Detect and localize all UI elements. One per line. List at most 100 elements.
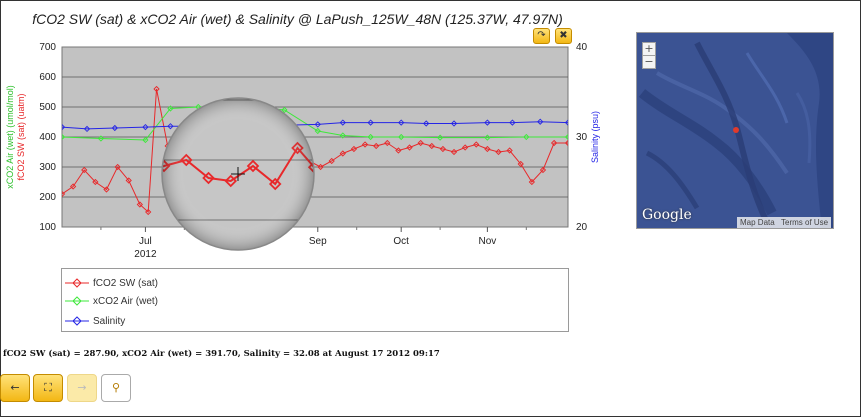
series-fco2-point[interactable]	[361, 141, 369, 148]
series-fco2-point[interactable]	[564, 139, 571, 147]
series-salinity-magnified-point[interactable]	[837, 64, 847, 74]
series-salinity-point[interactable]	[484, 119, 491, 126]
series-xco2-point[interactable]	[167, 105, 174, 112]
series-fco2-point[interactable]	[439, 145, 447, 153]
google-logo: Google	[642, 207, 692, 223]
series-xco2-point[interactable]	[60, 133, 66, 141]
series-xco2-point[interactable]	[339, 132, 346, 139]
series-fco2-point[interactable]	[384, 139, 391, 147]
series-salinity-point[interactable]	[314, 121, 321, 128]
cursor-readout: fCO2 SW (sat) = 287.90, xCO2 Air (wet) =…	[3, 349, 440, 359]
series-fco2-magnified-point[interactable]	[621, 113, 631, 123]
legend-item-salinity[interactable]: Salinity	[62, 312, 125, 330]
series-salinity-point[interactable]	[509, 119, 516, 126]
map-zoom-in-button[interactable]: +	[642, 42, 656, 56]
map-zoom-out-button[interactable]: −	[642, 55, 656, 69]
map-data-link[interactable]: Map Data	[737, 217, 778, 228]
series-salinity-point[interactable]	[167, 123, 174, 130]
terms-of-use-link[interactable]: Terms of Use	[778, 217, 832, 228]
x-tick-label: Sep	[309, 236, 327, 247]
series-fco2-magnified-point[interactable]	[70, 0, 80, 9]
series-xco2-magnified-point[interactable]	[270, 35, 280, 45]
x-tick-sublabel: 2012	[134, 249, 157, 260]
series-xco2-point[interactable]	[281, 106, 288, 114]
series-fco2-point[interactable]	[114, 163, 121, 171]
series-salinity-point[interactable]	[367, 119, 374, 126]
series-fco2-magnified-point[interactable]	[576, 116, 586, 126]
series-salinity-magnified-point[interactable]	[609, 68, 619, 78]
series-fco2-magnified-point[interactable]	[53, 245, 63, 255]
series-fco2-point[interactable]	[103, 186, 110, 193]
series-salinity-point[interactable]	[60, 123, 66, 131]
legend-item-xco2[interactable]: xCO2 Air (wet)	[62, 292, 158, 310]
series-fco2-point[interactable]	[528, 178, 535, 186]
x-tick-label: Jul	[139, 236, 152, 247]
series-xco2-magnified-point[interactable]	[220, 32, 230, 42]
series-fco2-magnified-point[interactable]	[843, 161, 853, 171]
series-xco2-point[interactable]	[523, 133, 530, 141]
series-fco2-point[interactable]	[153, 85, 160, 93]
series-salinity-line	[62, 121, 568, 130]
series-xco2-point[interactable]	[142, 136, 149, 144]
series-fco2-point[interactable]	[317, 163, 324, 171]
series-fco2-magnified-point[interactable]	[0, 155, 2, 165]
series-fco2-point[interactable]	[406, 144, 413, 151]
series-salinity-point[interactable]	[111, 124, 118, 132]
orange-circle-arrow-icon: ↷	[537, 30, 546, 41]
series-fco2-point[interactable]	[69, 183, 77, 190]
map-terrain	[637, 33, 833, 228]
series-fco2-point[interactable]	[506, 147, 513, 154]
close-button[interactable]: ✖	[555, 28, 572, 44]
series-fco2-point[interactable]	[428, 142, 435, 150]
legend-item-fco2[interactable]: fCO2 SW (sat)	[62, 274, 158, 292]
series-xco2-point[interactable]	[436, 134, 444, 141]
series-fco2-point[interactable]	[60, 190, 66, 198]
series-salinity-point[interactable]	[423, 120, 430, 127]
series-fco2-point[interactable]	[539, 166, 547, 174]
series-salinity-point[interactable]	[339, 119, 346, 126]
series-fco2-point[interactable]	[136, 201, 143, 208]
x-tick-label: Nov	[478, 236, 496, 247]
series-fco2-point[interactable]	[145, 208, 152, 216]
series-salinity-point[interactable]	[398, 119, 405, 126]
series-salinity-point[interactable]	[450, 120, 458, 127]
series-salinity-point[interactable]	[83, 125, 91, 133]
series-fco2-point[interactable]	[450, 148, 458, 156]
series-fco2-point[interactable]	[484, 145, 491, 153]
series-fco2-point[interactable]	[517, 160, 524, 168]
series-fco2-point[interactable]	[125, 177, 132, 184]
series-salinity-point[interactable]	[537, 118, 544, 125]
series-salinity-point[interactable]	[564, 119, 571, 126]
series-xco2-point[interactable]	[484, 134, 491, 141]
y-tick-label-right: 40	[576, 42, 588, 53]
location-map[interactable]: + − Google Map Data Terms of Use	[636, 32, 834, 229]
series-fco2-point[interactable]	[339, 150, 346, 157]
back-button[interactable]: ←	[0, 374, 30, 402]
series-fco2-point[interactable]	[461, 144, 469, 151]
series-fco2-point[interactable]	[417, 139, 424, 147]
series-fco2-point[interactable]	[395, 147, 402, 154]
zoom-button[interactable]: ⚲	[101, 374, 131, 402]
series-salinity-point[interactable]	[142, 123, 149, 131]
series-fco2-point[interactable]	[350, 145, 358, 153]
reset-button[interactable]: ↷	[533, 28, 550, 44]
series-fco2-point[interactable]	[373, 142, 380, 150]
series-xco2-point[interactable]	[97, 135, 105, 142]
series-fco2-magnified-point[interactable]	[14, 182, 24, 192]
series-xco2-point[interactable]	[367, 133, 374, 141]
series-fco2-point[interactable]	[81, 166, 88, 174]
series-fco2-point[interactable]	[92, 178, 99, 186]
forward-button[interactable]: →	[67, 374, 97, 402]
series-fco2-point[interactable]	[495, 148, 502, 156]
series-fco2-point[interactable]	[328, 157, 335, 165]
series-fco2-point[interactable]	[550, 139, 558, 147]
series-fco2-point[interactable]	[473, 141, 480, 148]
series-xco2-point[interactable]	[564, 133, 571, 141]
fit-button[interactable]: ⛶	[33, 374, 63, 402]
series-xco2-point[interactable]	[314, 127, 321, 135]
series-xco2-point[interactable]	[398, 133, 405, 141]
magnifier-lens[interactable]	[0, 0, 863, 280]
station-marker[interactable]	[733, 127, 739, 133]
series-xco2-magnified-point[interactable]	[153, 35, 163, 45]
